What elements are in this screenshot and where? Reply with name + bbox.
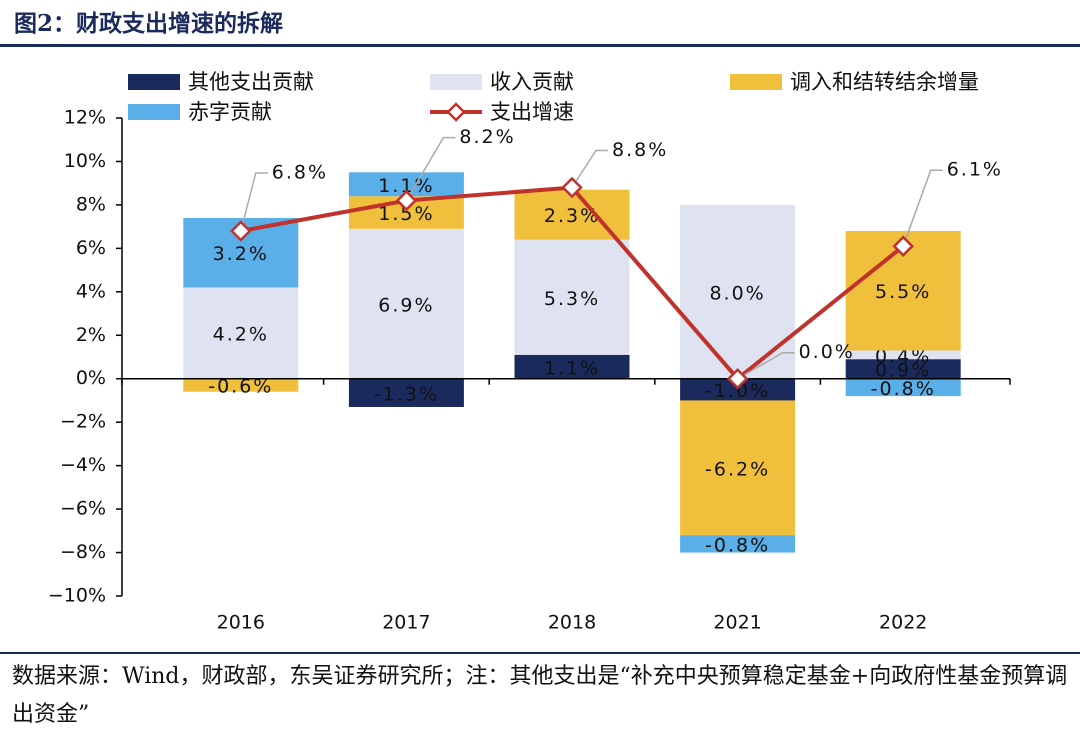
bar-value-label: -0.8% [705,534,770,556]
figure-title: 图2：财政支出增速的拆解 [14,10,284,37]
bar-segment [680,535,796,553]
source-note: 数据来源：Wind，财政部，东吴证券研究所；注：其他支出是“补充中央预算稳定基金… [12,664,1068,727]
bar-value-label: 3.2% [213,243,269,265]
x-tick-label: 2017 [382,612,430,634]
bar-value-label: -1.3% [374,383,439,405]
bar-segment [680,378,796,401]
bar-value-label: 4.2% [213,324,269,346]
leader-line [571,149,608,188]
line-marker [230,220,252,242]
leader-line [737,351,795,380]
line-value-label: 8.2% [459,126,515,148]
y-tick-label: −2% [60,411,106,433]
bar-segment [514,239,630,355]
title-rule [0,44,1080,47]
bar-segment [348,378,464,407]
footer-rule [0,652,1080,654]
y-tick-label: −6% [60,498,106,520]
bar-value-label: -1.0% [705,380,770,402]
bar-segment [680,400,796,536]
bar-segment [514,354,630,379]
y-tick-label: 8% [76,193,106,215]
line-marker [892,235,914,257]
x-tick-label: 2021 [713,612,761,634]
y-tick-label: 2% [76,324,106,346]
x-tick-label: 2022 [879,612,927,634]
x-tick-label: 2016 [217,612,265,634]
line-marker [561,176,583,199]
legend-label: 收入贡献 [490,70,574,94]
legend-swatch [128,104,180,120]
legend-label: 其他支出贡献 [188,70,314,94]
line-value-label: 6.1% [947,159,1003,181]
bar-segment [348,172,464,197]
leader-line [902,169,943,247]
chart: −10% −8% −6% −4% −2% 0% 2% 4% 6% 8% 10% 12% 4.2% -0.6… [48,70,1011,634]
legend-swatch [128,74,180,90]
line-value-label: 8.8% [612,139,668,161]
bar-segment [183,287,299,379]
bar-value-label: 8.0% [709,282,765,304]
y-tick-label: 0% [76,367,106,389]
x-tick-label: 2018 [548,612,596,634]
bar-value-label: 0.9% [875,359,931,381]
legend-label: 支出增速 [490,100,574,124]
bar-value-label: 1.5% [378,203,434,225]
legend-label: 调入和结转结余增量 [790,70,979,94]
y-tick-label: 4% [76,280,106,302]
line-value-label: 0.0% [799,341,855,363]
bar-value-label: -0.8% [871,378,936,400]
y-tick-label: −4% [60,454,106,476]
legend-marker [446,102,466,122]
line-marker [726,367,749,390]
bar-segment [845,359,961,379]
bar-value-label: 5.5% [875,281,931,303]
bar-segment [845,378,961,397]
y-tick-label: 10% [64,150,106,172]
legend-swatch [730,74,782,90]
bar-value-label: 6.9% [378,294,434,316]
bar-value-label: 0.4% [875,345,931,367]
legend-swatch [430,74,482,90]
bar-segment [348,228,464,379]
y-tick-label: 6% [76,237,106,259]
bar-value-label: -0.6% [208,376,273,398]
line-marker [395,189,418,212]
y-tick-label: 12% [64,107,106,129]
bar-value-label: 5.3% [544,288,600,310]
bar-segment [183,378,299,392]
y-tick-label: −10% [48,585,106,607]
leader-line [240,172,268,232]
leader-line [405,136,456,201]
bar-segment [845,350,961,360]
bar-value-label: -6.2% [705,458,770,480]
legend-label: 赤字贡献 [188,100,272,124]
line-value-label: 6.8% [272,161,328,183]
bar-value-label: 2.3% [544,205,600,227]
y-tick-label: −8% [60,541,106,563]
bar-value-label: 1.1% [544,357,600,379]
